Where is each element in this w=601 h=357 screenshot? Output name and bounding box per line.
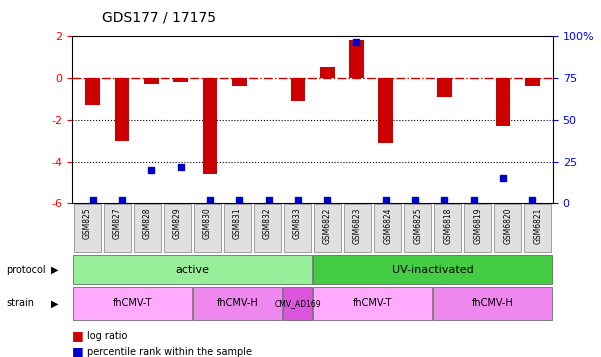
- Text: fhCMV-T: fhCMV-T: [353, 298, 392, 308]
- Bar: [496, 77, 510, 126]
- Bar: [173, 77, 188, 82]
- Text: GSM833: GSM833: [293, 207, 302, 239]
- Text: log ratio: log ratio: [87, 331, 127, 341]
- Text: fhCMV-T: fhCMV-T: [112, 298, 152, 308]
- Bar: [203, 77, 217, 174]
- FancyBboxPatch shape: [344, 205, 371, 252]
- Bar: [349, 40, 364, 77]
- FancyBboxPatch shape: [435, 205, 462, 252]
- Text: GSM6821: GSM6821: [534, 207, 542, 244]
- Bar: [437, 77, 452, 96]
- Bar: [320, 67, 335, 77]
- Text: CMV_AD169: CMV_AD169: [274, 299, 321, 308]
- Bar: [144, 77, 159, 84]
- FancyBboxPatch shape: [313, 255, 552, 284]
- Text: GSM832: GSM832: [263, 207, 272, 239]
- FancyBboxPatch shape: [224, 205, 251, 252]
- FancyBboxPatch shape: [465, 205, 492, 252]
- FancyBboxPatch shape: [525, 205, 552, 252]
- FancyBboxPatch shape: [314, 205, 341, 252]
- FancyBboxPatch shape: [433, 287, 552, 320]
- FancyBboxPatch shape: [73, 287, 192, 320]
- FancyBboxPatch shape: [283, 287, 312, 320]
- Text: GSM827: GSM827: [113, 207, 121, 239]
- Text: GSM6818: GSM6818: [444, 207, 452, 244]
- FancyBboxPatch shape: [284, 205, 311, 252]
- Text: ■: ■: [72, 345, 84, 357]
- Text: GSM825: GSM825: [83, 207, 91, 239]
- Bar: [232, 77, 246, 86]
- Text: ▶: ▶: [51, 265, 58, 275]
- Text: GSM6823: GSM6823: [353, 207, 362, 244]
- Text: GSM828: GSM828: [143, 207, 151, 239]
- FancyBboxPatch shape: [163, 205, 191, 252]
- Text: fhCMV-H: fhCMV-H: [472, 298, 514, 308]
- FancyBboxPatch shape: [104, 205, 131, 252]
- Text: GSM6824: GSM6824: [383, 207, 392, 244]
- Text: percentile rank within the sample: percentile rank within the sample: [87, 347, 252, 357]
- FancyBboxPatch shape: [313, 287, 432, 320]
- Text: ▶: ▶: [51, 298, 58, 308]
- FancyBboxPatch shape: [254, 205, 281, 252]
- Text: active: active: [175, 265, 209, 275]
- Text: GSM6825: GSM6825: [413, 207, 422, 244]
- Text: GSM6820: GSM6820: [504, 207, 512, 244]
- Text: GSM830: GSM830: [203, 207, 212, 239]
- Text: GSM829: GSM829: [173, 207, 182, 239]
- FancyBboxPatch shape: [193, 287, 282, 320]
- Bar: [85, 77, 100, 105]
- FancyBboxPatch shape: [133, 205, 160, 252]
- FancyBboxPatch shape: [404, 205, 432, 252]
- Text: strain: strain: [6, 298, 34, 308]
- Text: fhCMV-H: fhCMV-H: [216, 298, 258, 308]
- FancyBboxPatch shape: [194, 205, 221, 252]
- FancyBboxPatch shape: [495, 205, 522, 252]
- Bar: [379, 77, 393, 143]
- Text: protocol: protocol: [6, 265, 46, 275]
- Text: GDS177 / 17175: GDS177 / 17175: [102, 11, 216, 25]
- Bar: [525, 77, 540, 86]
- Text: GSM6819: GSM6819: [474, 207, 482, 244]
- Bar: [115, 77, 129, 141]
- Text: GSM831: GSM831: [233, 207, 242, 239]
- Text: UV-inactivated: UV-inactivated: [392, 265, 474, 275]
- FancyBboxPatch shape: [73, 255, 312, 284]
- Text: GSM6822: GSM6822: [323, 207, 332, 244]
- Bar: [290, 77, 305, 101]
- FancyBboxPatch shape: [73, 205, 100, 252]
- FancyBboxPatch shape: [374, 205, 401, 252]
- Text: ■: ■: [72, 329, 84, 342]
